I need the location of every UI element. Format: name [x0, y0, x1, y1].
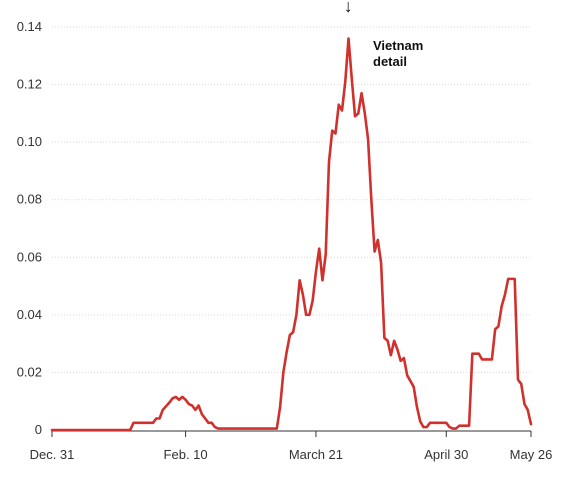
series-line — [50, 37, 533, 432]
annotation-text: Vietnam — [373, 38, 423, 53]
annotation-text: detail — [373, 54, 407, 69]
y-tick-label: 0 — [35, 422, 42, 437]
annotation-arrow: ↓ — [344, 0, 353, 16]
y-tick-label: 0.02 — [17, 364, 42, 379]
x-tick-label: March 21 — [289, 447, 343, 462]
y-tick-label: 0.06 — [17, 249, 42, 264]
x-tick-label: May 26 — [510, 447, 553, 462]
y-tick-label: 0.14 — [17, 19, 42, 34]
x-tick-label: April 30 — [424, 447, 468, 462]
y-tick-label: 0.08 — [17, 192, 42, 207]
x-tick-label: Feb. 10 — [164, 447, 208, 462]
y-tick-label: 0.12 — [17, 77, 42, 92]
y-tick-label: 0.04 — [17, 307, 42, 322]
x-tick-label: Dec. 31 — [30, 447, 75, 462]
y-tick-label: 0.10 — [17, 134, 42, 149]
